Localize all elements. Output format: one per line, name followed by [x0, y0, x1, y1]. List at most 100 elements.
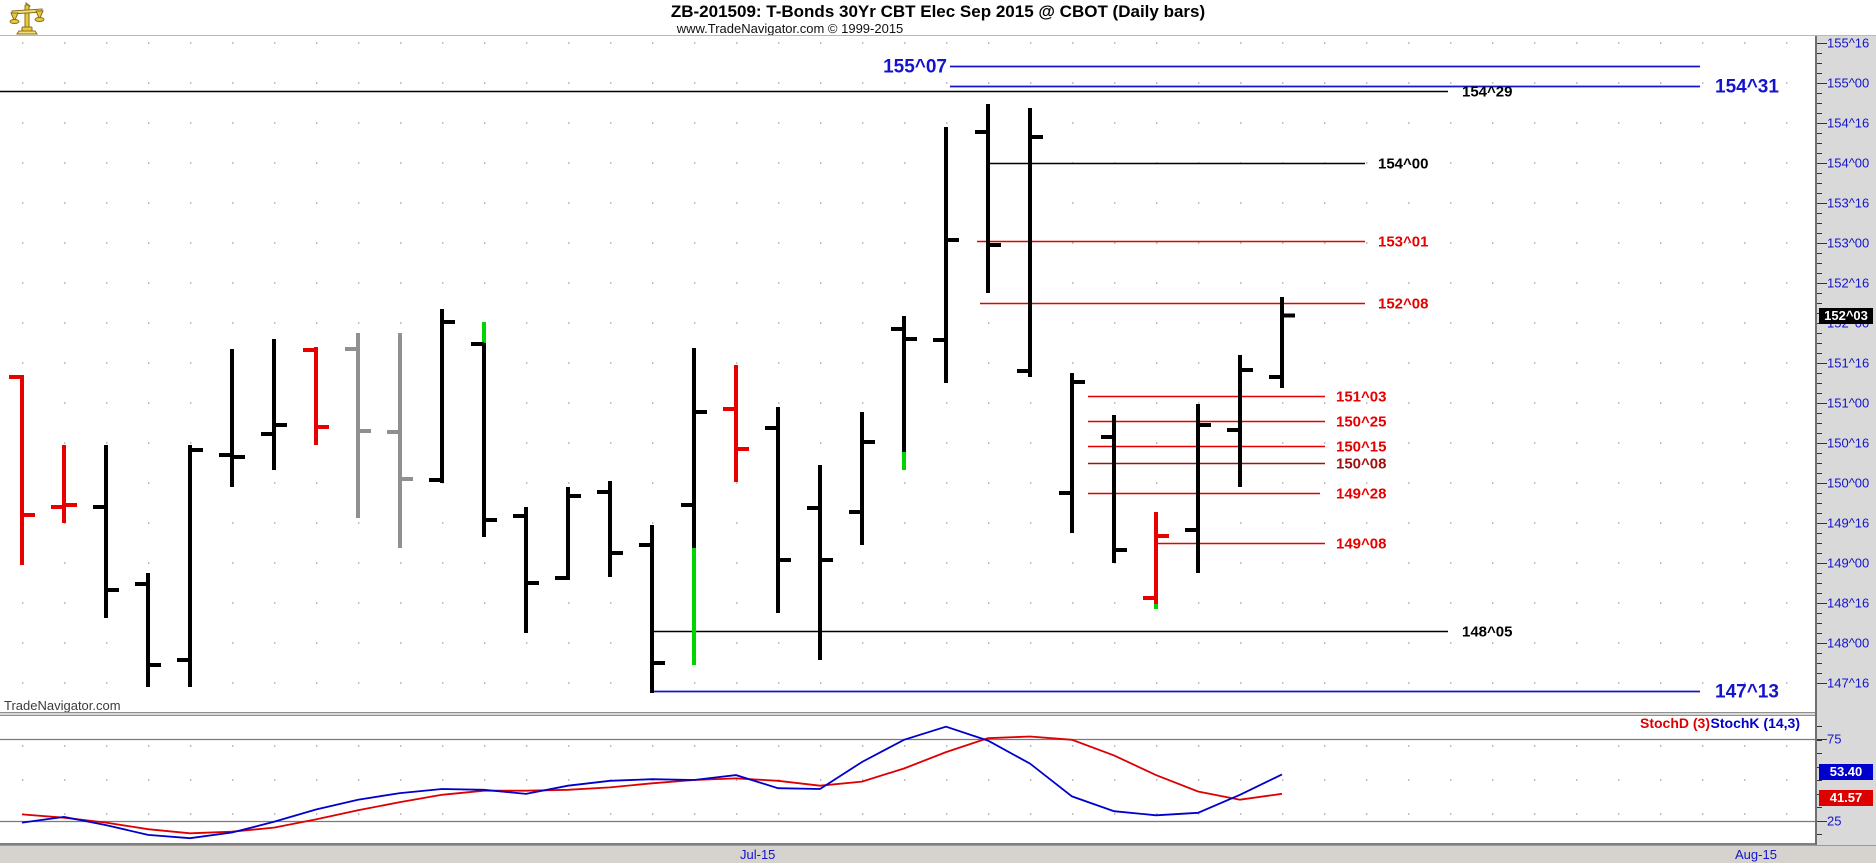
time-axis[interactable]: Jul-15 Aug-15 — [0, 845, 1876, 863]
annotation-label-151^03: 151^03 — [1336, 389, 1386, 406]
price-axis[interactable]: 155^16 155^00 154^16 154^00 153^16 153^00 152^… — [1815, 36, 1876, 845]
axis-price-label: 153^16 — [1827, 195, 1870, 211]
axis-tick — [1817, 563, 1827, 564]
axis-price-label: 151^16 — [1827, 355, 1870, 371]
axis-tick — [1817, 213, 1822, 214]
price-bar[interactable] — [387, 333, 413, 548]
current-price-badge: 152^03 — [1819, 307, 1873, 324]
axis-tick — [1817, 473, 1822, 474]
price-bar[interactable] — [639, 525, 665, 693]
price-bar[interactable] — [1017, 108, 1043, 377]
axis-tick — [1817, 613, 1822, 614]
axis-tick — [1817, 263, 1822, 264]
axis-tick — [1817, 183, 1822, 184]
axis-tick — [1817, 43, 1827, 44]
axis-price-label: 154^16 — [1827, 115, 1870, 131]
axis-price-label: 153^00 — [1827, 235, 1870, 251]
axis-tick — [1817, 633, 1822, 634]
axis-tick — [1817, 333, 1822, 334]
price-bar[interactable] — [513, 507, 539, 633]
axis-price-label: 155^16 — [1827, 35, 1870, 51]
axis-tick — [1817, 103, 1822, 104]
price-bar[interactable] — [429, 309, 455, 483]
chart-subtitle: www.TradeNavigator.com © 1999-2015 — [676, 21, 904, 36]
main-price-chart[interactable]: 155^07 154^31 154^29 154^00 153^01 152^08 151^… — [0, 36, 1815, 712]
axis-tick — [1817, 583, 1822, 584]
price-bar[interactable] — [345, 333, 371, 518]
axis-price-label: 148^16 — [1827, 595, 1870, 611]
price-bar[interactable] — [219, 349, 245, 487]
price-bar[interactable] — [849, 412, 875, 545]
axis-tick — [1817, 403, 1827, 404]
price-bar[interactable] — [975, 104, 1001, 293]
axis-price-label: 149^00 — [1827, 555, 1870, 571]
grid-dots — [22, 745, 1788, 815]
price-bar[interactable] — [93, 445, 119, 618]
price-bar[interactable] — [723, 365, 749, 482]
axis-tick — [1817, 193, 1822, 194]
price-bar[interactable] — [1143, 512, 1169, 609]
stochd-line[interactable] — [21, 735, 1283, 835]
price-bar[interactable] — [471, 322, 497, 537]
axis-tick — [1817, 780, 1822, 781]
axis-price-label: 150^16 — [1827, 435, 1870, 451]
axis-tick — [1817, 73, 1822, 74]
price-bar[interactable] — [303, 347, 329, 445]
stoch-panel-border — [0, 843, 1818, 845]
stoch-legend-k: StochK (14,3) — [1711, 716, 1800, 731]
panel-divider[interactable] — [0, 712, 1818, 716]
axis-tick — [1817, 673, 1822, 674]
axis-tick — [1817, 63, 1822, 64]
stochastic-panel[interactable]: StochD (3) StochK (14,3) — [0, 716, 1815, 843]
price-bar[interactable] — [681, 348, 707, 665]
axis-tick — [1817, 683, 1827, 684]
axis-tick — [1817, 353, 1822, 354]
price-bar[interactable] — [1185, 404, 1211, 573]
price-bar[interactable] — [135, 573, 161, 687]
price-bar[interactable] — [51, 445, 77, 523]
axis-tick — [1817, 133, 1822, 134]
axis-tick — [1817, 323, 1827, 324]
price-bar[interactable] — [1101, 415, 1127, 563]
annotation-label-147^13: 147^13 — [1715, 682, 1779, 703]
axis-tick — [1817, 603, 1827, 604]
axis-tick — [1817, 643, 1827, 644]
stochk-line[interactable] — [21, 725, 1283, 840]
stoch-legend-d: StochD (3) — [1640, 716, 1710, 731]
axis-tick — [1817, 203, 1827, 204]
axis-tick — [1817, 273, 1822, 274]
price-bar[interactable] — [807, 465, 833, 660]
axis-tick — [1817, 243, 1827, 244]
stoch-axis-label: 25 — [1827, 813, 1842, 829]
price-bar[interactable] — [597, 481, 623, 577]
price-bar[interactable] — [1227, 355, 1253, 487]
price-bar[interactable] — [933, 127, 959, 383]
annotation-label-150^15: 150^15 — [1336, 439, 1386, 456]
axis-tick — [1817, 523, 1827, 524]
axis-tick — [1817, 363, 1827, 364]
axis-tick — [1817, 726, 1822, 727]
chart-title: ZB-201509: T-Bonds 30Yr CBT Elec Sep 201… — [670, 2, 1206, 21]
axis-tick — [1817, 834, 1822, 835]
price-bar[interactable] — [765, 407, 791, 613]
axis-tick — [1817, 373, 1822, 374]
axis-tick — [1817, 383, 1822, 384]
price-bar[interactable] — [1059, 373, 1085, 533]
annotation-label-150^08: 150^08 — [1336, 456, 1386, 473]
axis-tick — [1817, 513, 1822, 514]
price-bar[interactable] — [1269, 297, 1295, 388]
axis-tick — [1817, 593, 1822, 594]
price-bar[interactable] — [261, 339, 287, 470]
annotation-label-149^08: 149^08 — [1336, 536, 1386, 553]
annotation-label-155^07: 155^07 — [883, 57, 947, 78]
annotation-label-150^25: 150^25 — [1336, 414, 1386, 431]
axis-tick — [1817, 343, 1822, 344]
price-bar[interactable] — [891, 316, 917, 470]
price-bar[interactable] — [9, 375, 35, 565]
axis-price-label: 154^00 — [1827, 155, 1870, 171]
price-bar[interactable] — [555, 487, 581, 580]
axis-tick — [1817, 153, 1822, 154]
header-divider — [0, 35, 1876, 36]
annotation-label-149^28: 149^28 — [1336, 486, 1386, 503]
price-bar[interactable] — [177, 445, 203, 687]
